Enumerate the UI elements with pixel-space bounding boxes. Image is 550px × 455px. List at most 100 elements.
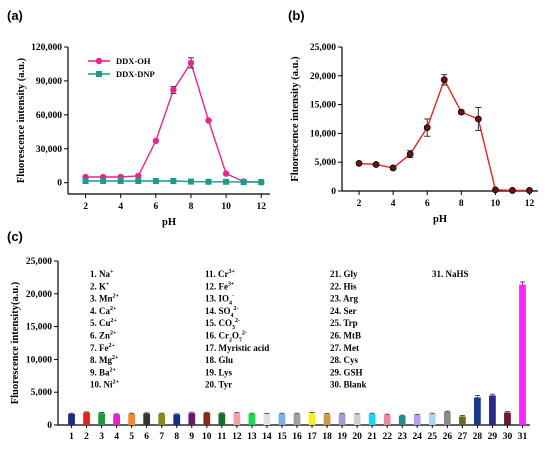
- analyte-text-part: 7. Fe: [90, 343, 109, 353]
- bar: [128, 413, 136, 425]
- analyte-text-part: 3: [232, 325, 235, 331]
- analyte-legend-item: 11. Cr3+: [205, 269, 236, 279]
- x-tick-label: 22: [382, 432, 392, 442]
- bar: [278, 413, 286, 425]
- analyte-text-part: 29. GSH: [330, 367, 363, 377]
- x-tick-label: 1: [69, 432, 74, 442]
- data-point: [187, 59, 195, 67]
- analyte-text-part: 3+: [228, 281, 235, 287]
- analyte-text-part: 6. Zn: [90, 331, 110, 341]
- bar: [398, 415, 406, 425]
- data-point: [355, 159, 363, 167]
- x-tick-label: 10: [202, 432, 212, 442]
- data-point: [100, 177, 107, 184]
- chart-2: (c) 0 5,000 10,000 15,000 20,000 25,000 Fluores…: [7, 229, 530, 442]
- legend-label: DDX-OH: [116, 56, 151, 66]
- data-point: [170, 177, 177, 184]
- bar: [83, 412, 90, 425]
- analyte-legend-item: 30. Blank: [330, 380, 367, 390]
- analyte-text-part: 15. CO: [205, 318, 232, 328]
- x-tick-label: 8: [459, 199, 464, 209]
- analyte-legend-item: 31. NaHS: [432, 269, 469, 279]
- x-tick-label: 15: [277, 432, 287, 442]
- data-point: [187, 178, 194, 185]
- analyte-legend-item: 20. Tyr: [205, 380, 232, 390]
- y-tick-label: 0: [47, 421, 52, 431]
- analyte-text-part: 2-: [234, 306, 239, 312]
- data-point: [135, 172, 142, 180]
- analyte-legend-item: 7. Fe2+: [90, 343, 116, 353]
- data-point: [117, 177, 124, 184]
- analyte-text-part: 11. Cr: [205, 269, 229, 279]
- analyte-text-part: 25. Trp: [330, 318, 358, 328]
- analyte-legend-item: 9. Ba2+: [90, 367, 117, 377]
- x-tick-label: 16: [292, 432, 302, 442]
- x-tick-label: 8: [189, 202, 194, 212]
- y-tick-label: 25,000: [310, 43, 336, 53]
- data-point: [457, 108, 465, 116]
- panel-label: (a): [7, 8, 23, 23]
- x-tick-label: 13: [247, 432, 257, 442]
- analyte-legend-item: 15. CO32-: [205, 318, 240, 331]
- analyte-text-part: 4. Ca: [90, 306, 110, 316]
- analyte-text-part: 2+: [110, 367, 117, 373]
- analyte-legend-item: 22. His: [330, 281, 357, 291]
- analyte-legend-item: 1. Na+: [90, 269, 114, 279]
- bar: [489, 395, 496, 425]
- legend-marker: [96, 71, 102, 77]
- x-tick-label: 2: [84, 432, 89, 442]
- analyte-text-part: 19. Lys: [205, 367, 233, 377]
- analyte-text-part: 21. Gly: [330, 269, 358, 279]
- analyte-text-part: 4: [231, 313, 234, 319]
- bar: [188, 413, 196, 425]
- y-tick-label: 0: [331, 187, 336, 197]
- analyte-legend-item: 25. Trp: [330, 318, 358, 328]
- analyte-text-part: 22. His: [330, 281, 357, 291]
- y-tick-label: 25,000: [26, 257, 52, 267]
- y-axis-label: Fluorescence intensity (a.u.): [16, 57, 27, 183]
- analyte-text-part: 2+: [111, 318, 118, 324]
- x-tick-label: 11: [217, 432, 226, 442]
- analyte-text-part: 2+: [110, 306, 117, 312]
- x-tick-label: 6: [144, 432, 149, 442]
- x-tick-label: 12: [232, 432, 242, 442]
- chart-1: (b) 0 5,000 10,000 15,000 20,000 25,000 2 4 6 8 10 1…: [288, 8, 538, 225]
- x-tick-label: 23: [397, 432, 407, 442]
- x-tick-label: 24: [413, 432, 423, 442]
- chart-0: (a) 0 30,000 60,000 90,000 120,000 2 4 6 8 10 12 pH F…: [7, 8, 270, 228]
- x-tick-label: 6: [425, 199, 430, 209]
- analyte-text-part: +: [106, 281, 110, 287]
- x-tick-label: 4: [391, 199, 396, 209]
- data-point: [222, 170, 230, 177]
- analyte-legend-item: 13. IO4-: [205, 294, 234, 307]
- data-point: [440, 76, 448, 84]
- analyte-legend-item: 2. K+: [90, 281, 110, 291]
- analyte-legend-item: 18. Glu: [205, 355, 233, 365]
- analyte-legend-item: 29. GSH: [330, 367, 363, 377]
- analyte-legend-item: 3. Mn2+: [90, 294, 120, 304]
- data-point: [526, 187, 533, 194]
- bar: [474, 397, 481, 425]
- analyte-legend-item: 21. Gly: [330, 269, 358, 279]
- bar: [233, 413, 241, 425]
- x-tick-label: 2: [83, 202, 88, 212]
- analyte-text-part: 30. Blank: [330, 380, 367, 390]
- x-tick-label: 7: [159, 432, 164, 442]
- bar: [519, 284, 526, 425]
- data-point: [372, 161, 380, 168]
- analyte-text-part: 2+: [113, 294, 120, 300]
- analyte-text-part: 16. Cr: [205, 331, 229, 341]
- y-axis-label: Fluorescence intensity (a.u.): [290, 56, 301, 182]
- analyte-text-part: O: [232, 331, 239, 341]
- bar: [68, 413, 75, 425]
- bar: [158, 413, 166, 425]
- bar: [263, 414, 271, 425]
- bar: [353, 414, 361, 425]
- legend-label: DDX-DNP: [116, 69, 155, 79]
- analyte-legend-item: 19. Lys: [205, 367, 233, 377]
- x-tick-label: 8: [174, 432, 179, 442]
- y-tick-label: 120,000: [31, 43, 62, 53]
- analyte-text-part: 5. Cu: [90, 318, 111, 328]
- x-tick-label: 17: [307, 432, 317, 442]
